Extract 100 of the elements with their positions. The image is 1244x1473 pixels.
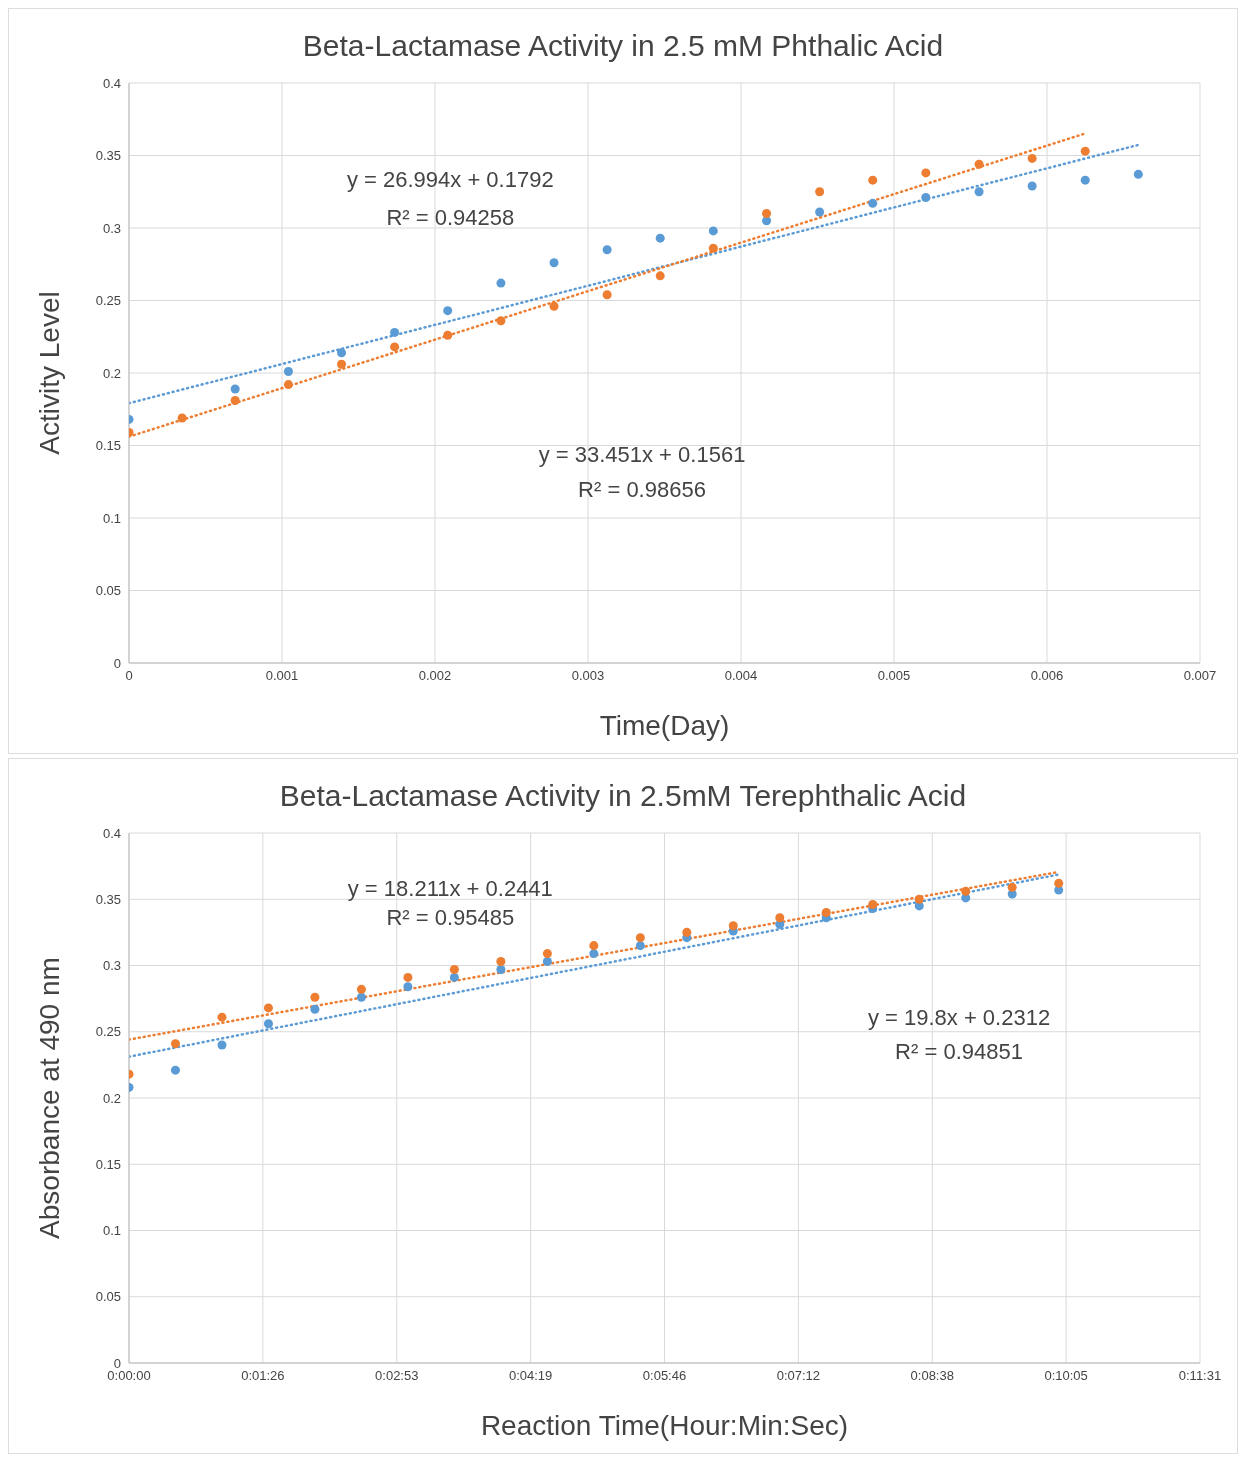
y-tick-label: 0.4 <box>102 825 121 841</box>
x-tick-label: 0.004 <box>724 668 758 684</box>
x-tick-label: 0.005 <box>877 668 911 684</box>
point <box>775 913 785 923</box>
point <box>263 1003 273 1013</box>
annotation: y = 33.451x + 0.1561 <box>538 441 746 467</box>
point <box>356 984 366 994</box>
point <box>403 972 413 982</box>
point <box>230 396 240 406</box>
point <box>921 193 931 203</box>
y-tick-label: 0 <box>113 655 121 671</box>
y-tick-label: 0.2 <box>102 365 121 381</box>
chart-title: Beta-Lactamase Activity in 2.5 mM Phthalic Acid <box>301 28 945 63</box>
x-tick-label: 0.007 <box>1183 668 1217 684</box>
point <box>961 886 971 896</box>
y-axis-title: Absorbance at 490 nm <box>33 957 65 1239</box>
point <box>217 1040 227 1050</box>
point <box>1133 169 1143 179</box>
y-tick-label: 0.3 <box>102 220 121 236</box>
point <box>921 168 931 178</box>
annotation: y = 26.994x + 0.1792 <box>346 167 554 193</box>
y-tick-label: 0.05 <box>95 583 121 599</box>
point <box>762 208 772 219</box>
x-tick-label: 0:11:31 <box>1178 1368 1222 1384</box>
point <box>443 306 453 316</box>
point <box>177 413 187 423</box>
y-tick-label: 0.1 <box>102 1223 121 1239</box>
x-tick-label: 0.001 <box>265 668 299 684</box>
point <box>217 1012 227 1022</box>
annotation: R² = 0.98656 <box>578 477 706 503</box>
x-tick-label: 0:02:53 <box>375 1368 419 1384</box>
point <box>390 327 400 337</box>
x-tick-label: 0.002 <box>418 668 452 684</box>
point <box>868 198 878 208</box>
point <box>974 159 984 169</box>
y-tick-label: 0.35 <box>95 891 121 907</box>
point <box>403 982 413 992</box>
point <box>230 384 240 394</box>
x-tick-label: 0 <box>125 668 133 684</box>
point <box>589 941 599 951</box>
point <box>449 972 459 982</box>
y-tick-label: 0.15 <box>95 1156 121 1172</box>
y-tick-label: 0.2 <box>102 1090 121 1106</box>
y-tick-label: 0.15 <box>95 438 121 454</box>
x-axis-title: Reaction Time(Hour:Min:Sec) <box>480 1410 849 1441</box>
point <box>170 1039 180 1049</box>
point <box>655 233 665 243</box>
point <box>868 175 878 185</box>
point <box>356 992 366 1002</box>
point <box>635 933 645 943</box>
point <box>310 1004 320 1014</box>
point <box>974 187 984 197</box>
annotation: R² = 0.94851 <box>895 1038 1023 1064</box>
point <box>602 290 612 300</box>
point <box>496 278 506 288</box>
point <box>390 342 400 352</box>
point <box>310 992 320 1002</box>
y-tick-label: 0.3 <box>102 958 121 974</box>
x-tick-label: 0:05:46 <box>642 1368 687 1384</box>
point <box>263 1019 273 1029</box>
point <box>821 907 831 918</box>
x-tick-label: 0:10:05 <box>1044 1368 1088 1384</box>
y-tick-label: 0.25 <box>95 293 121 309</box>
point <box>496 957 506 967</box>
x-tick-label: 0:08:38 <box>910 1368 954 1384</box>
x-tick-label: 0.006 <box>1030 668 1064 684</box>
point <box>914 894 924 904</box>
point <box>589 949 599 959</box>
point <box>337 359 347 369</box>
point <box>542 957 552 967</box>
point <box>1054 878 1064 888</box>
y-tick-label: 0 <box>113 1355 121 1371</box>
x-axis-title: Time(Day) <box>599 710 730 741</box>
y-tick-label: 0.4 <box>102 75 121 91</box>
annotation: y = 19.8x + 0.2312 <box>867 1005 1051 1031</box>
point <box>443 330 453 340</box>
point <box>708 243 718 253</box>
point <box>815 187 825 197</box>
point <box>708 226 718 236</box>
annotation: R² = 0.94258 <box>386 205 515 231</box>
x-tick-label: 0.003 <box>571 668 605 684</box>
point <box>283 367 293 377</box>
x-tick-label: 0:00:00 <box>107 1368 151 1384</box>
point <box>1027 153 1037 163</box>
point <box>1027 181 1037 191</box>
x-tick-label: 0:07:12 <box>776 1368 821 1384</box>
annotation: y = 18.211x + 0.2441 <box>347 875 553 901</box>
point <box>449 964 459 974</box>
point <box>496 316 506 326</box>
point <box>655 271 665 281</box>
point <box>635 941 645 951</box>
point <box>1007 882 1017 892</box>
y-axis-title: Activity Level <box>33 291 65 455</box>
point <box>170 1065 180 1075</box>
chart-title: Beta-Lactamase Activity in 2.5mM Terephthalic Acid <box>278 778 968 813</box>
x-tick-label: 0:01:26 <box>241 1368 285 1384</box>
point <box>728 921 738 931</box>
point <box>1080 146 1090 156</box>
point <box>549 301 559 311</box>
point <box>549 258 559 268</box>
